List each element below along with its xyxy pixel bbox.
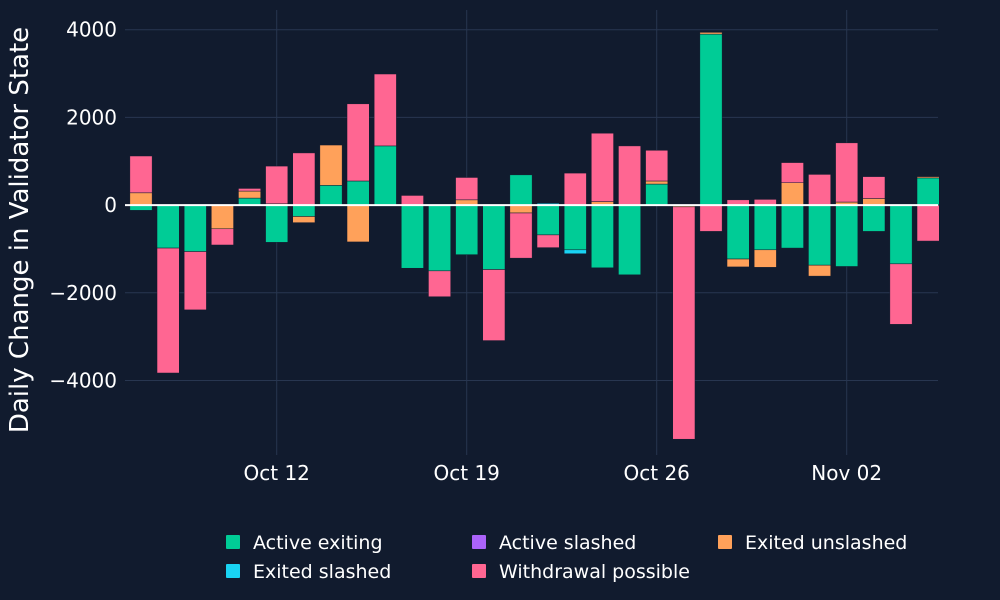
legend-item-exited-unslashed[interactable]: Exited unslashed — [718, 532, 907, 554]
bar-exited-unslashed — [509, 204, 533, 214]
bar-active-exiting — [835, 204, 859, 267]
bar-exited-slashed — [563, 249, 587, 255]
bar-withdrawal-possible — [835, 142, 859, 203]
bar-withdrawal-possible — [699, 204, 723, 232]
legend-item-exited-slashed[interactable]: Exited slashed — [226, 561, 391, 583]
legend-label: Active exiting — [253, 532, 383, 554]
bar-active-exiting — [753, 204, 777, 251]
legend-item-active-exiting[interactable]: Active exiting — [226, 532, 383, 554]
bar-withdrawal-possible — [292, 152, 316, 206]
bar-withdrawal-possible — [156, 247, 180, 374]
bar-active-exiting — [238, 197, 261, 206]
bar-withdrawal-possible — [346, 103, 370, 182]
legend-swatch — [718, 535, 732, 549]
bar-exited-unslashed — [645, 180, 669, 185]
bar-withdrawal-possible — [428, 270, 451, 297]
bar-active-exiting — [618, 204, 641, 276]
bar-active-exiting — [889, 204, 913, 265]
bar-active-exiting — [591, 204, 614, 269]
bar-active-exiting — [509, 174, 533, 206]
bar-withdrawal-possible — [889, 263, 913, 325]
bar-active-exiting — [156, 204, 180, 249]
bar-active-exiting — [401, 204, 424, 269]
bar-exited-unslashed — [319, 144, 343, 186]
bar-withdrawal-possible — [536, 234, 560, 248]
bars — [129, 32, 940, 440]
bar-withdrawal-possible — [563, 172, 587, 206]
bar-exited-unslashed — [726, 258, 750, 268]
bar-exited-unslashed — [916, 176, 940, 179]
bar-withdrawal-possible — [373, 73, 397, 147]
bar-active-exiting — [428, 204, 451, 272]
x-tick-label: Oct 26 — [624, 461, 690, 485]
bar-active-exiting — [645, 183, 669, 206]
bar-exited-unslashed — [292, 216, 316, 223]
bar-active-exiting — [726, 204, 750, 260]
bar-withdrawal-possible — [482, 269, 506, 341]
y-tick-label: 4000 — [66, 18, 117, 42]
bar-withdrawal-possible — [916, 204, 940, 242]
x-tick-label: Oct 12 — [244, 461, 310, 485]
bar-exited-unslashed — [699, 32, 723, 35]
bar-withdrawal-possible — [808, 174, 831, 206]
y-tick-label: −2000 — [49, 281, 117, 305]
bar-exited-unslashed — [346, 204, 370, 243]
bar-exited-unslashed — [129, 192, 153, 206]
legend-label: Withdrawal possible — [499, 561, 690, 583]
bar-withdrawal-possible — [129, 155, 153, 194]
bar-withdrawal-possible — [455, 177, 479, 201]
bar-exited-unslashed — [238, 190, 261, 199]
legend-item-withdrawal-possible[interactable]: Withdrawal possible — [472, 561, 690, 583]
bar-active-exiting — [265, 204, 289, 243]
legend-label: Active slashed — [499, 532, 636, 554]
legend-swatch — [226, 564, 240, 578]
x-axis-ticks: Oct 12 Oct 19 Oct 26 Nov 02 — [244, 461, 883, 485]
bar-withdrawal-possible — [618, 145, 641, 206]
bar-active-exiting — [346, 180, 370, 206]
bar-withdrawal-possible — [862, 176, 886, 199]
bar-withdrawal-possible — [265, 165, 289, 205]
bar-withdrawal-possible — [781, 162, 804, 183]
legend-label: Exited unslashed — [745, 532, 907, 554]
y-tick-label: −4000 — [49, 368, 117, 392]
bar-active-exiting — [183, 204, 207, 252]
legend-swatch — [472, 535, 486, 549]
bar-active-exiting — [482, 204, 506, 270]
bar-withdrawal-possible — [645, 150, 669, 182]
bar-withdrawal-possible — [401, 195, 424, 206]
bar-active-exiting — [319, 185, 343, 206]
bar-exited-unslashed — [753, 249, 777, 268]
bar-exited-unslashed — [808, 264, 831, 277]
bar-active-exiting — [808, 204, 831, 266]
legend-label: Exited slashed — [253, 561, 391, 583]
bar-active-exiting — [292, 204, 316, 217]
bar-active-exiting — [373, 145, 397, 206]
y-tick-label: 0 — [104, 193, 117, 217]
bar-exited-unslashed — [781, 182, 804, 206]
bar-active-exiting — [862, 204, 886, 232]
x-tick-label: Nov 02 — [811, 461, 882, 485]
bar-withdrawal-possible — [591, 132, 614, 202]
bar-active-exiting — [916, 177, 940, 206]
y-axis-ticks: 4000 2000 0 −2000 −4000 — [49, 18, 117, 393]
bar-active-exiting — [455, 204, 479, 255]
legend-swatch — [472, 564, 486, 578]
bar-withdrawal-possible — [238, 188, 261, 192]
y-axis-label: Daily Change in Validator State — [5, 27, 35, 433]
bar-withdrawal-possible — [183, 251, 207, 311]
bar-active-exiting — [536, 204, 560, 236]
bar-active-exiting — [699, 33, 723, 206]
y-tick-label: 2000 — [66, 105, 117, 129]
bar-active-exiting — [781, 204, 804, 249]
legend-item-active-slashed[interactable]: Active slashed — [472, 532, 636, 554]
x-tick-label: Oct 19 — [434, 461, 500, 485]
bar-withdrawal-possible — [672, 206, 696, 440]
legend: Active exiting Active slashed Exited unsla… — [226, 532, 907, 583]
bar-withdrawal-possible — [509, 212, 533, 259]
bar-withdrawal-possible — [211, 228, 234, 246]
legend-swatch — [226, 535, 240, 549]
bar-active-exiting — [563, 204, 587, 251]
bar-exited-unslashed — [211, 204, 234, 230]
